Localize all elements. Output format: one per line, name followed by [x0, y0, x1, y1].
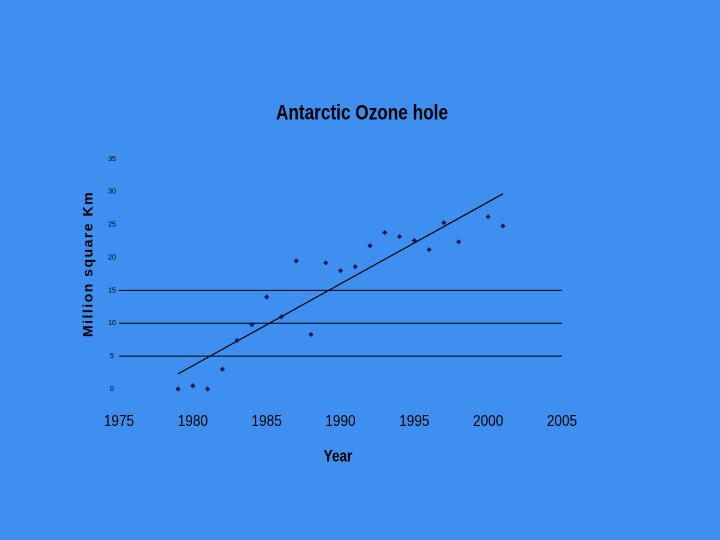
x-tick-label: 2005 — [547, 413, 577, 430]
data-point — [293, 258, 299, 264]
x-tick-label: 1980 — [178, 413, 208, 430]
data-point — [367, 243, 373, 249]
data-point — [249, 322, 255, 328]
chart-title: Antarctic Ozone hole — [276, 102, 448, 125]
y-tick-label: 15 — [108, 287, 116, 294]
y-tick-label: 35 — [108, 156, 116, 163]
y-tick-label: 10 — [108, 320, 116, 327]
data-point — [396, 233, 403, 240]
y-tick-label: 5 — [110, 353, 114, 360]
data-point — [441, 220, 447, 226]
data-point — [264, 294, 270, 300]
y-axis-label: Million square Km — [80, 191, 96, 337]
x-axis-label: Year — [324, 447, 353, 466]
data-point — [175, 386, 181, 392]
data-point — [308, 331, 314, 338]
x-tick-label: 2000 — [473, 413, 503, 430]
y-tick-label: 20 — [108, 254, 116, 261]
x-tick-label: 1990 — [325, 413, 355, 430]
data-point — [382, 230, 388, 236]
data-point — [352, 264, 358, 270]
data-point — [205, 386, 211, 392]
y-tick-label: 30 — [108, 189, 116, 196]
data-point — [500, 223, 506, 229]
y-tick-label: 0 — [110, 386, 114, 393]
y-tick-label: 25 — [108, 222, 116, 229]
x-tick-label: 1985 — [252, 413, 282, 430]
data-point — [234, 337, 240, 343]
data-point — [337, 268, 344, 274]
x-tick-label: 1995 — [399, 413, 429, 430]
data-point — [278, 314, 285, 320]
data-point — [190, 383, 196, 389]
data-point — [219, 366, 225, 372]
data-point — [456, 239, 462, 245]
data-point — [411, 237, 417, 244]
data-point — [426, 247, 432, 253]
x-tick-label: 1975 — [104, 413, 134, 430]
data-point — [323, 260, 329, 266]
data-point — [485, 214, 491, 220]
trend-line — [177, 193, 504, 375]
